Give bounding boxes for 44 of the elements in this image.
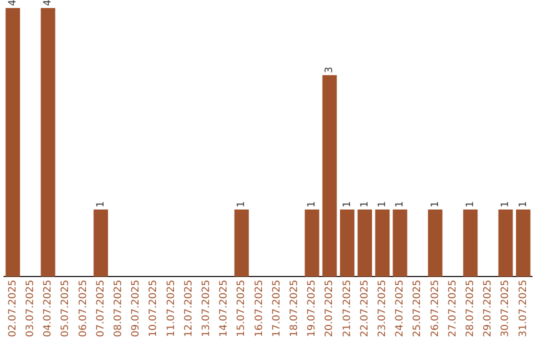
x-tick-label: 26.07.2025 [430,280,441,338]
data-label: 1 [236,201,248,208]
data-label: 4 [42,0,54,6]
x-tick-label: 25.07.2025 [412,280,424,338]
data-label: 1 [95,201,106,208]
data-label: 1 [306,201,318,208]
x-tick-label: 15.07.2025 [236,280,248,338]
x-tick-label: 13.07.2025 [200,280,212,338]
data-label: 4 [7,0,18,6]
x-tick-label: 28.07.2025 [464,280,476,338]
x-tick-label: 08.07.2025 [112,280,124,338]
x-tick-label: 29.07.2025 [482,280,494,338]
data-label: 1 [359,201,370,208]
x-tick-label: 31.07.2025 [518,280,529,338]
x-tick-label: 04.07.2025 [42,280,54,338]
data-label: 1 [518,201,529,208]
data-label: 1 [500,201,512,208]
x-tick-label: 07.07.2025 [95,280,106,338]
data-label: 1 [342,201,353,208]
x-tick-label: 02.07.2025 [7,280,18,338]
x-tick-label: 12.07.2025 [183,280,194,338]
data-label: 1 [376,201,388,208]
x-tick-label: 21.07.2025 [342,280,353,338]
x-tick-label: 03.07.2025 [24,280,36,338]
data-label: 3 [324,66,336,74]
x-tick-label: 30.07.2025 [500,280,512,338]
x-tick-label: 17.07.2025 [271,280,282,338]
x-tick-label: 16.07.2025 [254,280,265,338]
x-tick-label: 06.07.2025 [78,280,89,338]
x-tick-label: 23.07.2025 [376,280,388,338]
x-tick-label: 05.07.2025 [60,280,72,338]
x-tick-label: 27.07.2025 [447,280,458,338]
x-tick-label: 14.07.2025 [218,280,230,338]
x-tick-label: 20.07.2025 [324,280,336,338]
x-tick-label: 19.07.2025 [306,280,318,338]
x-tick-label: 18.07.2025 [288,280,300,338]
x-tick-label: 10.07.2025 [148,280,160,338]
data-label: 1 [394,201,406,208]
data-label: 1 [464,201,476,208]
data-label: 1 [430,201,441,208]
x-tick-label: 09.07.2025 [130,280,142,338]
x-tick-label: 24.07.2025 [394,280,406,338]
x-tick-label: 22.07.2025 [359,280,370,338]
x-tick-label: 11.07.2025 [166,280,177,338]
